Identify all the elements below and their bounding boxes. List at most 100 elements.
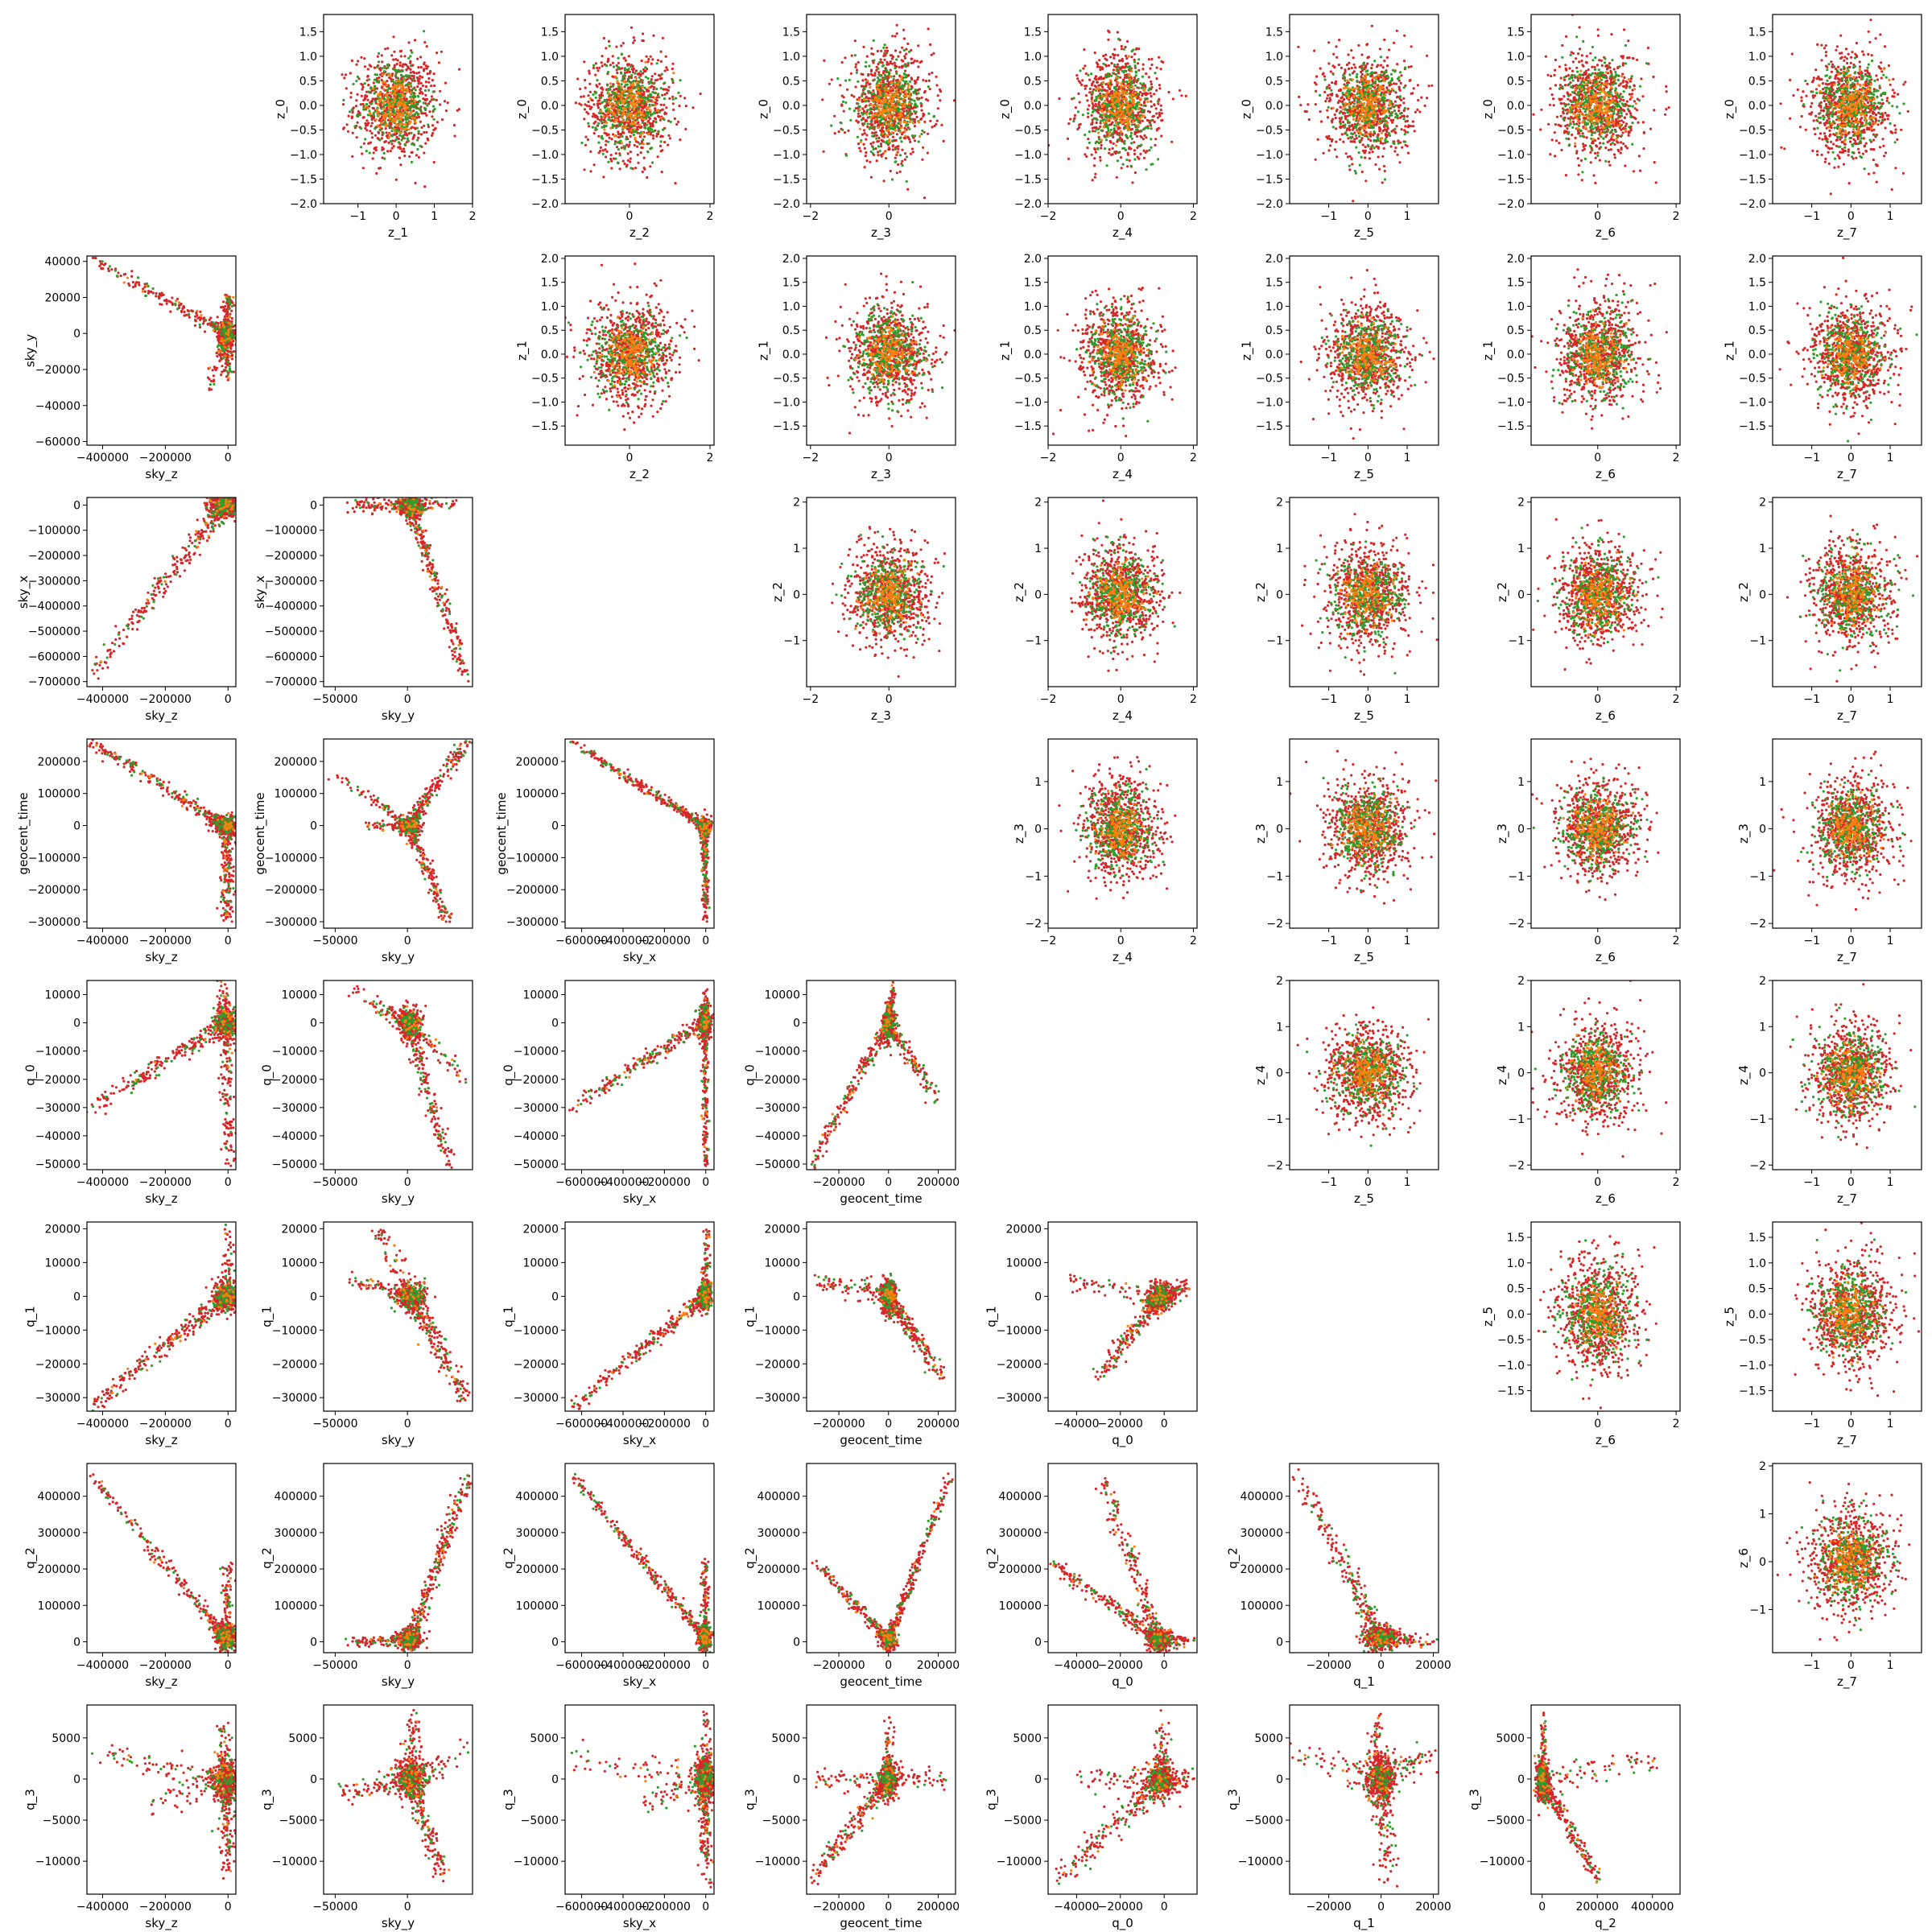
point-red [867, 100, 870, 103]
point-red [407, 132, 411, 135]
point-green [883, 140, 886, 143]
point-green [892, 77, 895, 80]
point-green [908, 80, 911, 83]
point-red [1116, 140, 1119, 143]
point-green [358, 114, 361, 117]
point-orange [396, 85, 399, 89]
point-red [857, 142, 861, 146]
point-red [886, 63, 889, 66]
point-red [1131, 181, 1134, 184]
point-red [628, 70, 632, 73]
point-red [1091, 126, 1094, 130]
point-red [886, 77, 890, 80]
point-red [378, 67, 382, 70]
point-green [627, 68, 630, 71]
point-red [1153, 120, 1156, 124]
point-red [351, 155, 354, 158]
point-red [935, 122, 938, 126]
point-red [1081, 79, 1084, 82]
point-green [405, 125, 408, 128]
point-red [412, 109, 415, 113]
point-green [1088, 141, 1091, 144]
point-red [424, 80, 428, 84]
point-red [683, 97, 687, 100]
point-green [1104, 138, 1108, 142]
point-green [638, 105, 641, 109]
point-orange [384, 124, 387, 127]
point-red [413, 39, 417, 42]
point-green [360, 127, 363, 130]
point-orange [886, 105, 889, 109]
point-red [1135, 134, 1138, 138]
point-green [873, 59, 876, 62]
point-orange [387, 73, 390, 76]
point-red [665, 66, 668, 69]
point-green [888, 104, 891, 107]
x-tick-label: 2 [707, 210, 714, 223]
point-green [620, 52, 623, 56]
point-red [671, 62, 675, 65]
point-red [1090, 96, 1093, 99]
point-red [349, 96, 353, 99]
point-orange [897, 100, 900, 103]
point-orange [366, 106, 369, 109]
point-green [368, 109, 371, 113]
point-red [1123, 76, 1126, 80]
point-orange [1110, 102, 1113, 105]
point-orange [600, 109, 603, 113]
point-green [872, 126, 875, 129]
point-orange [404, 107, 407, 111]
point-red [864, 155, 867, 158]
point-red [904, 137, 907, 140]
point-red [1095, 121, 1098, 125]
point-red [1167, 90, 1170, 94]
point-red [625, 143, 629, 147]
point-orange [620, 142, 624, 145]
point-green [913, 99, 916, 102]
point-red [609, 93, 613, 97]
point-green [644, 126, 647, 130]
point-orange [642, 131, 645, 134]
point-red [621, 42, 625, 45]
point-green [658, 96, 661, 99]
point-orange [609, 82, 612, 85]
y-tick-label: −1.0 [531, 149, 559, 162]
point-red [390, 54, 394, 57]
point-green [919, 101, 923, 105]
point-orange [1121, 122, 1124, 125]
y-tick-label: −0.5 [531, 124, 559, 137]
point-green [906, 61, 910, 64]
point-red [1383, 125, 1386, 129]
point-red [861, 107, 865, 110]
point-green [397, 141, 400, 144]
point-orange [386, 97, 390, 100]
point-red [1096, 109, 1099, 112]
point-red [606, 102, 609, 105]
point-green [910, 134, 914, 138]
point-red [398, 108, 402, 111]
point-orange [413, 120, 417, 123]
point-orange [904, 89, 907, 93]
point-red [1394, 146, 1397, 150]
point-red [891, 144, 894, 147]
point-red [902, 37, 906, 40]
point-orange [1121, 97, 1125, 101]
point-red [648, 117, 652, 120]
point-red [920, 60, 923, 63]
point-red [878, 85, 882, 89]
point-orange [1128, 113, 1131, 116]
point-red [877, 71, 881, 74]
point-orange [406, 111, 409, 114]
point-red [657, 73, 661, 77]
point-red [1383, 38, 1386, 42]
point-red [597, 106, 600, 109]
point-red [372, 151, 375, 155]
point-green [1125, 65, 1129, 68]
point-red [390, 77, 393, 80]
point-red [1353, 131, 1356, 134]
point-orange [1118, 118, 1121, 122]
y-axis-label: z_0 [274, 99, 289, 119]
axes-frame [806, 14, 956, 204]
point-green [377, 52, 381, 55]
point-green [872, 147, 875, 151]
